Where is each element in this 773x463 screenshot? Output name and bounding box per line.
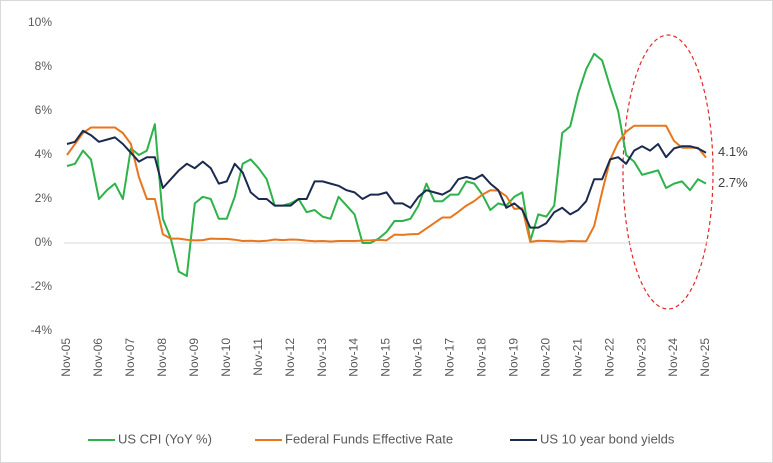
x-tick-label: Nov-15 [379, 338, 393, 377]
series-line [66, 129, 707, 229]
x-tick-label: Nov-13 [315, 338, 329, 377]
x-tick-label: Nov-22 [602, 338, 616, 377]
y-tick-label: -2% [31, 279, 53, 293]
x-tick-label: Nov-18 [475, 338, 489, 377]
series-line [66, 124, 707, 243]
y-tick-label: 8% [35, 59, 53, 73]
x-tick-label: Nov-17 [443, 338, 457, 377]
value-label: 2.7% [718, 175, 748, 190]
x-tick-label: Nov-24 [666, 338, 680, 377]
y-tick-label: 10% [28, 15, 52, 29]
x-tick-label: Nov-25 [698, 338, 712, 377]
legend-label: US CPI (YoY %) [118, 431, 212, 446]
x-tick-label: Nov-16 [411, 338, 425, 377]
series-line [66, 52, 707, 277]
x-tick-label: Nov-08 [155, 338, 169, 377]
x-tick-label: Nov-19 [506, 338, 520, 377]
x-tick-label: Nov-05 [59, 338, 73, 377]
x-tick-label: Nov-23 [634, 338, 648, 377]
y-tick-label: 0% [35, 235, 53, 249]
x-tick-label: Nov-09 [187, 338, 201, 377]
x-tick-label: Nov-20 [538, 338, 552, 377]
y-tick-label: 4% [35, 147, 53, 161]
x-tick-label: Nov-14 [347, 338, 361, 377]
y-tick-label: -4% [31, 323, 53, 337]
x-tick-label: Nov-12 [283, 338, 297, 377]
legend-label: US 10 year bond yields [540, 431, 675, 446]
x-tick-label: Nov-07 [123, 338, 137, 377]
x-tick-label: Nov-06 [91, 338, 105, 377]
value-label: 4.1% [718, 144, 748, 159]
x-tick-label: Nov-21 [570, 338, 584, 377]
y-tick-label: 6% [35, 103, 53, 117]
y-tick-label: 2% [35, 191, 53, 205]
x-tick-label: Nov-11 [251, 338, 265, 376]
legend-label: Federal Funds Effective Rate [285, 431, 453, 446]
x-tick-label: Nov-10 [219, 338, 233, 377]
highlight-ellipse [622, 34, 714, 310]
